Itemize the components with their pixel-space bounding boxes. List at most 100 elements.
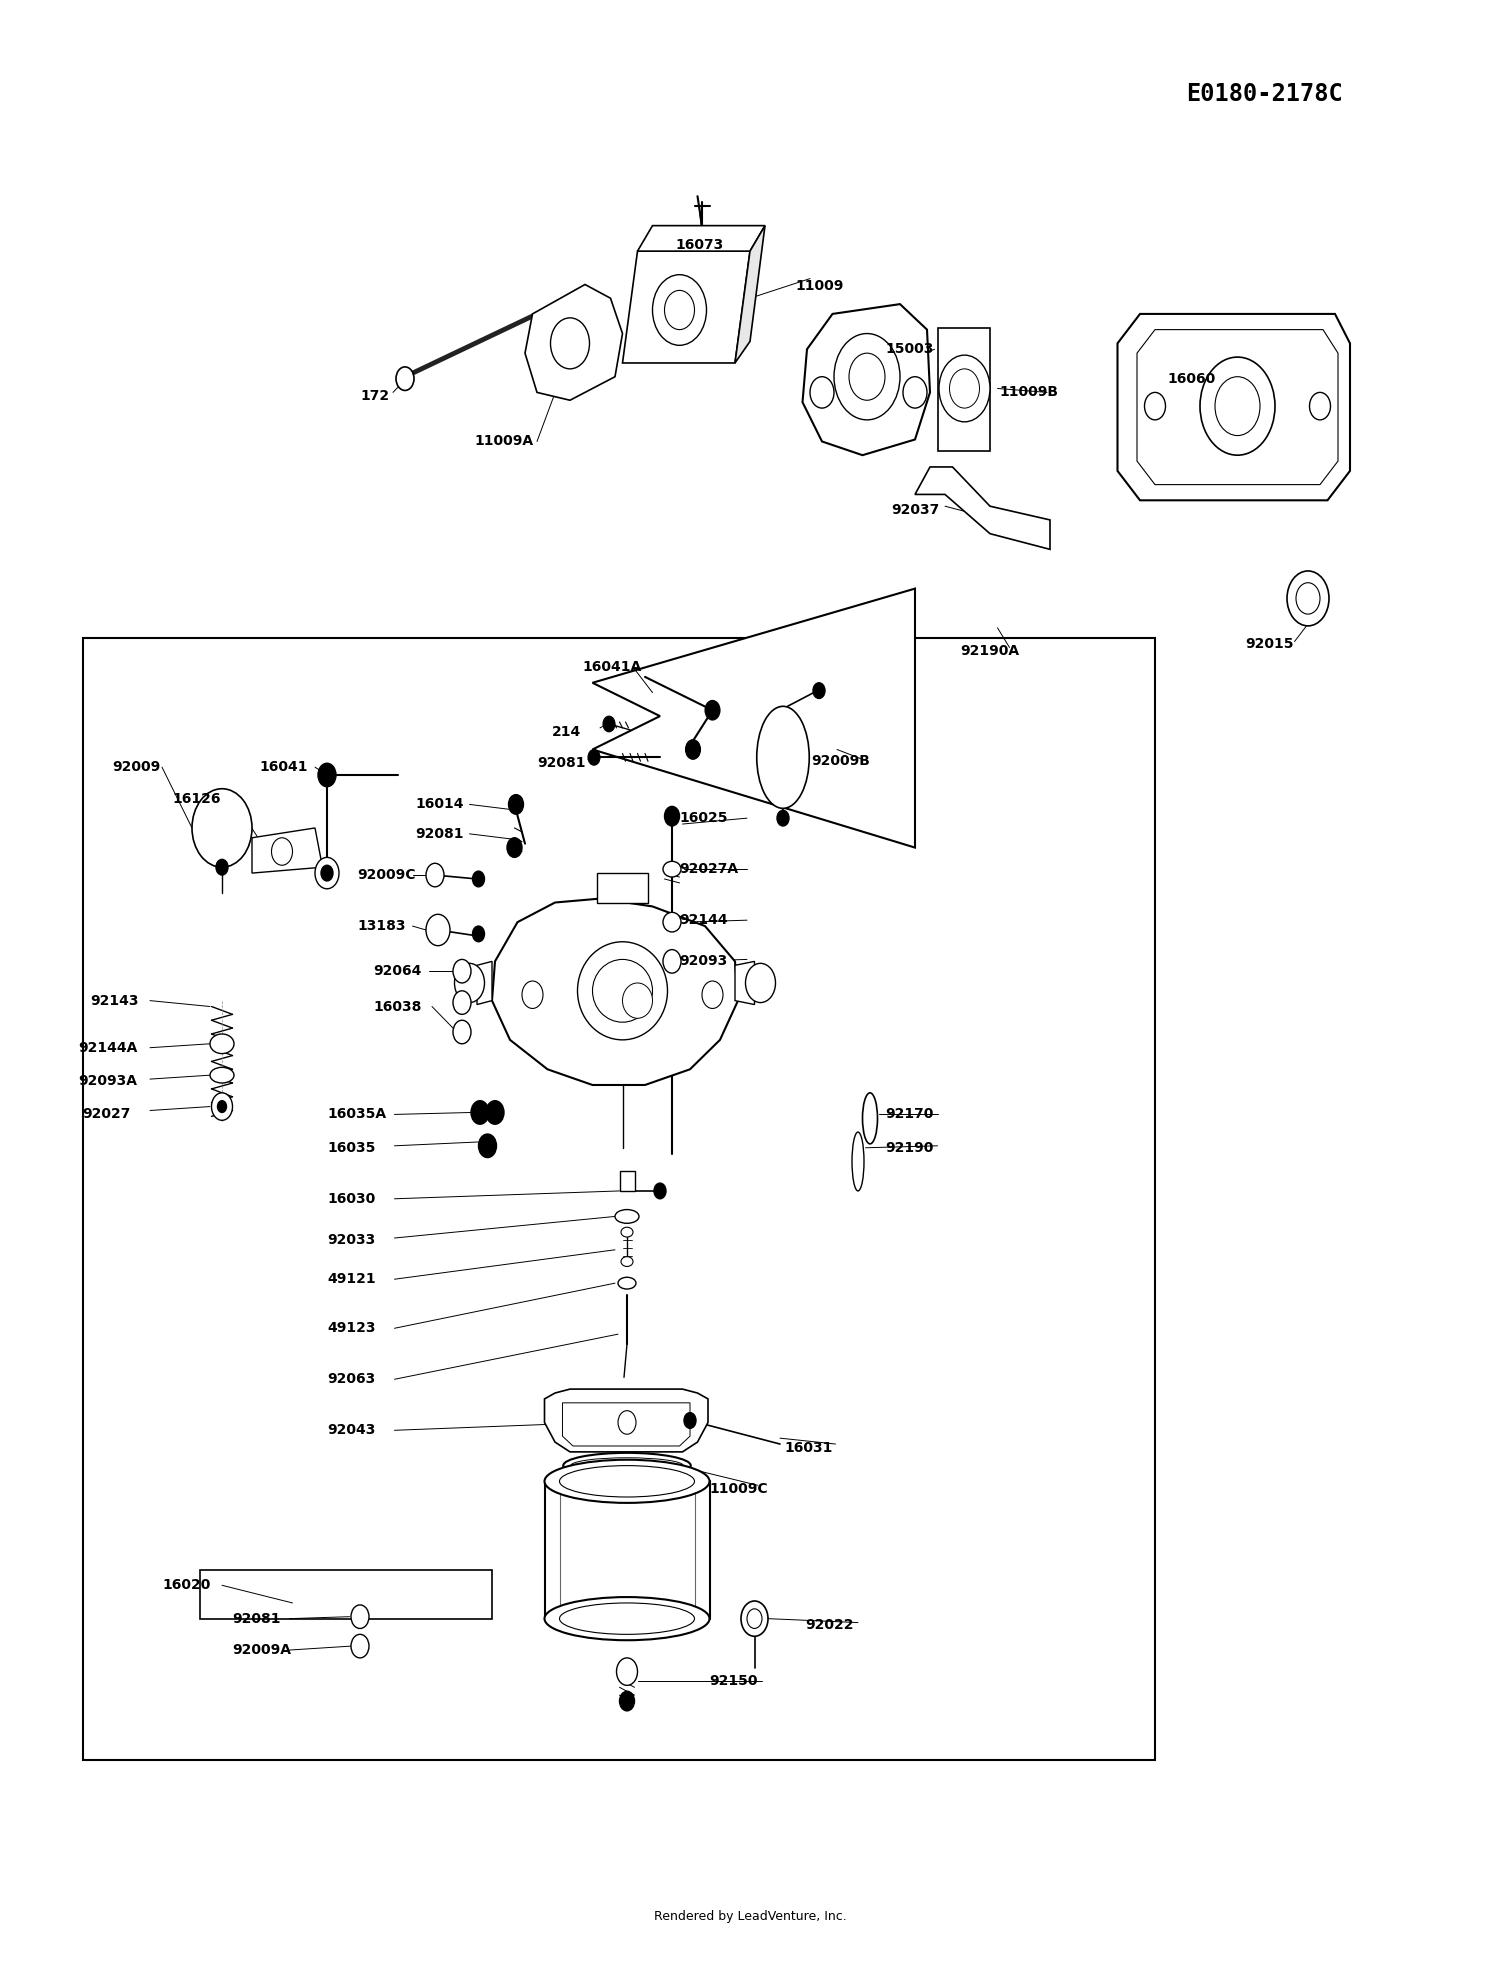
Text: 92093: 92093 (680, 954, 728, 969)
Text: 16038: 16038 (374, 999, 422, 1014)
Circle shape (903, 377, 927, 408)
Polygon shape (477, 961, 492, 1005)
Text: 16041A: 16041A (582, 659, 642, 675)
Circle shape (453, 991, 471, 1014)
Polygon shape (735, 226, 765, 363)
Text: 16025: 16025 (680, 810, 728, 826)
Text: 92150: 92150 (710, 1674, 758, 1689)
Circle shape (705, 700, 720, 720)
Text: 11009A: 11009A (474, 434, 532, 449)
Text: 172: 172 (360, 388, 388, 404)
Circle shape (211, 1093, 232, 1120)
Circle shape (813, 683, 825, 698)
Polygon shape (938, 328, 990, 451)
Polygon shape (638, 226, 765, 251)
Text: 92081: 92081 (232, 1611, 280, 1626)
Ellipse shape (862, 1093, 877, 1144)
Circle shape (588, 749, 600, 765)
Circle shape (1287, 571, 1329, 626)
Circle shape (664, 290, 694, 330)
Bar (82, 638, 1155, 1760)
Text: 16060: 16060 (1167, 371, 1215, 387)
Circle shape (454, 963, 484, 1003)
Circle shape (618, 1411, 636, 1434)
Ellipse shape (578, 942, 668, 1040)
Circle shape (315, 857, 339, 889)
Circle shape (453, 1020, 471, 1044)
Polygon shape (525, 284, 622, 400)
Polygon shape (1118, 314, 1350, 500)
Text: 16020: 16020 (162, 1577, 210, 1593)
Text: 16014: 16014 (416, 797, 464, 812)
Circle shape (217, 1101, 226, 1112)
Circle shape (616, 1658, 638, 1685)
Polygon shape (597, 873, 648, 903)
Circle shape (702, 981, 723, 1008)
Text: 92037: 92037 (891, 502, 939, 518)
Circle shape (507, 838, 522, 857)
Text: 49123: 49123 (327, 1320, 375, 1336)
Text: 92063: 92063 (327, 1371, 375, 1387)
Bar (620, 1171, 634, 1191)
Text: 16073: 16073 (675, 237, 723, 253)
Text: 16031: 16031 (784, 1440, 832, 1456)
Circle shape (453, 959, 471, 983)
Circle shape (509, 795, 524, 814)
Circle shape (1215, 377, 1260, 436)
Text: 92093A: 92093A (78, 1073, 136, 1089)
Circle shape (652, 275, 706, 345)
Circle shape (939, 355, 990, 422)
Ellipse shape (621, 1228, 633, 1236)
Ellipse shape (544, 1460, 710, 1503)
Text: 92064: 92064 (374, 963, 422, 979)
Text: 92170: 92170 (885, 1107, 933, 1122)
Circle shape (684, 1413, 696, 1428)
Text: 16035A: 16035A (327, 1107, 386, 1122)
Text: 92009B: 92009B (812, 753, 870, 769)
Text: 16126: 16126 (172, 791, 220, 806)
Text: 11009B: 11009B (999, 385, 1058, 400)
Ellipse shape (622, 983, 652, 1018)
Text: 92190: 92190 (885, 1140, 933, 1156)
Text: 13183: 13183 (357, 918, 405, 934)
Text: E0180-2178C: E0180-2178C (1185, 82, 1342, 106)
Circle shape (849, 353, 885, 400)
Circle shape (663, 950, 681, 973)
Text: 92081: 92081 (537, 755, 585, 771)
Ellipse shape (621, 1258, 633, 1267)
Circle shape (747, 1609, 762, 1628)
Circle shape (472, 926, 484, 942)
Circle shape (834, 334, 900, 420)
Text: 92144A: 92144A (78, 1040, 138, 1056)
Polygon shape (252, 828, 322, 873)
Polygon shape (915, 467, 1050, 549)
Circle shape (351, 1605, 369, 1628)
Circle shape (603, 716, 615, 732)
Ellipse shape (564, 1452, 690, 1479)
Circle shape (810, 377, 834, 408)
Circle shape (550, 318, 590, 369)
Text: 92144: 92144 (680, 912, 728, 928)
Circle shape (654, 1183, 666, 1199)
Text: 49121: 49121 (327, 1271, 375, 1287)
Ellipse shape (544, 1597, 710, 1640)
Circle shape (746, 963, 776, 1003)
Text: 11009: 11009 (795, 279, 843, 294)
Text: 92081: 92081 (416, 826, 464, 842)
Text: 16035: 16035 (327, 1140, 375, 1156)
Circle shape (664, 806, 680, 826)
Text: 92009A: 92009A (232, 1642, 291, 1658)
Ellipse shape (756, 706, 810, 808)
Circle shape (318, 763, 336, 787)
Polygon shape (735, 961, 754, 1005)
Text: 15003: 15003 (885, 341, 933, 357)
Circle shape (486, 1101, 504, 1124)
Circle shape (620, 1691, 634, 1711)
Circle shape (216, 859, 228, 875)
Circle shape (471, 1101, 489, 1124)
Circle shape (522, 981, 543, 1008)
Text: 92143: 92143 (90, 993, 138, 1008)
Ellipse shape (210, 1067, 234, 1083)
Circle shape (1296, 583, 1320, 614)
Polygon shape (622, 251, 750, 363)
